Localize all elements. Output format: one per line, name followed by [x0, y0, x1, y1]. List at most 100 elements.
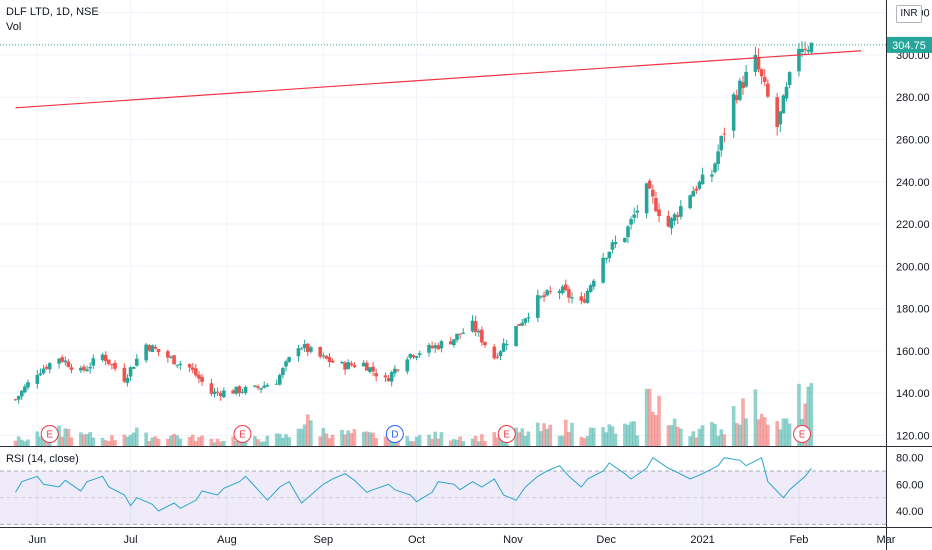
candle-body [520, 322, 525, 326]
volume-bar [647, 388, 652, 446]
candle-body [567, 289, 571, 298]
volume-bar [417, 435, 422, 446]
volume-bar [436, 438, 441, 446]
volume-bar [352, 429, 357, 446]
volume-bar [700, 425, 705, 446]
volume-bar [383, 436, 388, 446]
volume-bar [657, 395, 661, 446]
candle-body [436, 345, 441, 350]
rsi-legend[interactable]: RSI (14, close) [6, 453, 79, 465]
candle-body [545, 290, 549, 296]
volume-bar [361, 431, 366, 446]
candle-body [172, 355, 176, 365]
volume-bar [623, 423, 627, 446]
candle-body [190, 367, 195, 370]
volume-bar [756, 419, 761, 446]
volume-bar [346, 430, 350, 446]
candle-body [256, 386, 260, 388]
candle-body [371, 366, 375, 372]
volume-bar [679, 428, 683, 446]
rsi-tick-label: 60.00 [896, 479, 924, 491]
candle-body [784, 86, 789, 99]
candle-body [582, 299, 587, 303]
price-tick-label: 240.00 [896, 177, 930, 189]
price-tick-label: 220.00 [896, 219, 930, 231]
candle-body [305, 343, 310, 353]
time-tick-label: Jun [28, 534, 46, 546]
volume-bar [778, 429, 783, 446]
volume-bar [759, 413, 764, 446]
volume-bar [455, 439, 459, 446]
volume-bar [256, 439, 260, 446]
volume-bar [675, 426, 680, 446]
volume-bar [613, 433, 618, 446]
last-price-badge [887, 36, 932, 53]
candle-body [666, 215, 671, 227]
candle-body [626, 226, 630, 238]
candle-body [296, 348, 301, 357]
candle-body [60, 357, 64, 362]
volume-bar [585, 435, 590, 446]
volume-bar [719, 429, 724, 446]
price-tick-label: 160.00 [896, 346, 930, 358]
volume-bar [147, 441, 152, 446]
candle-body [610, 242, 615, 250]
volume-bar [452, 439, 456, 446]
candle-body [16, 396, 21, 400]
candle-body [470, 320, 475, 332]
candle-body [787, 72, 792, 86]
candle-body [368, 367, 372, 373]
candle-body [287, 357, 291, 362]
volume-bar [691, 431, 696, 446]
candle-body [396, 369, 400, 371]
volume-bar [526, 431, 531, 446]
candle-body [169, 356, 173, 358]
volume-bar [414, 436, 419, 446]
volume-bar [172, 433, 176, 446]
volume-bar [153, 436, 158, 446]
candle-body [175, 364, 179, 366]
candle-body [153, 346, 158, 349]
candle-body [147, 345, 152, 351]
candle-body [734, 95, 739, 101]
volume-bar [26, 439, 30, 446]
currency-badge[interactable]: INR [896, 5, 922, 23]
volume-bar [461, 440, 466, 446]
candle-body [41, 368, 46, 374]
candle-body [389, 372, 394, 382]
volume-bar [66, 428, 71, 446]
candle-body [548, 291, 553, 293]
candle-body [679, 206, 683, 217]
price-tick-label: 180.00 [896, 304, 930, 316]
volume-bar [389, 440, 394, 446]
candle-body [91, 358, 96, 366]
trendline [15, 50, 862, 109]
volume-bar [495, 437, 500, 446]
volume-bar [697, 428, 702, 446]
volume-bar [545, 428, 549, 446]
volume-bar [797, 383, 801, 446]
candle-body [47, 363, 52, 370]
candle-body [383, 375, 388, 378]
volume-bar [523, 435, 528, 446]
candle-body [738, 80, 742, 100]
volume-bar [134, 427, 139, 446]
volume-bar [212, 442, 217, 446]
candle-body [259, 387, 263, 390]
volume-bar [411, 441, 416, 446]
candle-body [476, 330, 481, 333]
candle-body [281, 368, 285, 376]
candle-body [187, 364, 192, 368]
volume-bar [231, 436, 235, 446]
volume-bar [557, 435, 562, 446]
volume-bar [374, 438, 378, 446]
volume-bar [16, 436, 21, 446]
symbol-legend[interactable]: DLF LTD, 1D, NSE [6, 6, 99, 18]
candle-body [557, 290, 562, 294]
candle-body [514, 326, 518, 346]
volume-bar [710, 422, 714, 446]
volume-bar [632, 421, 636, 446]
volume-bar [85, 433, 89, 446]
volume-legend[interactable]: Vol [6, 21, 22, 33]
